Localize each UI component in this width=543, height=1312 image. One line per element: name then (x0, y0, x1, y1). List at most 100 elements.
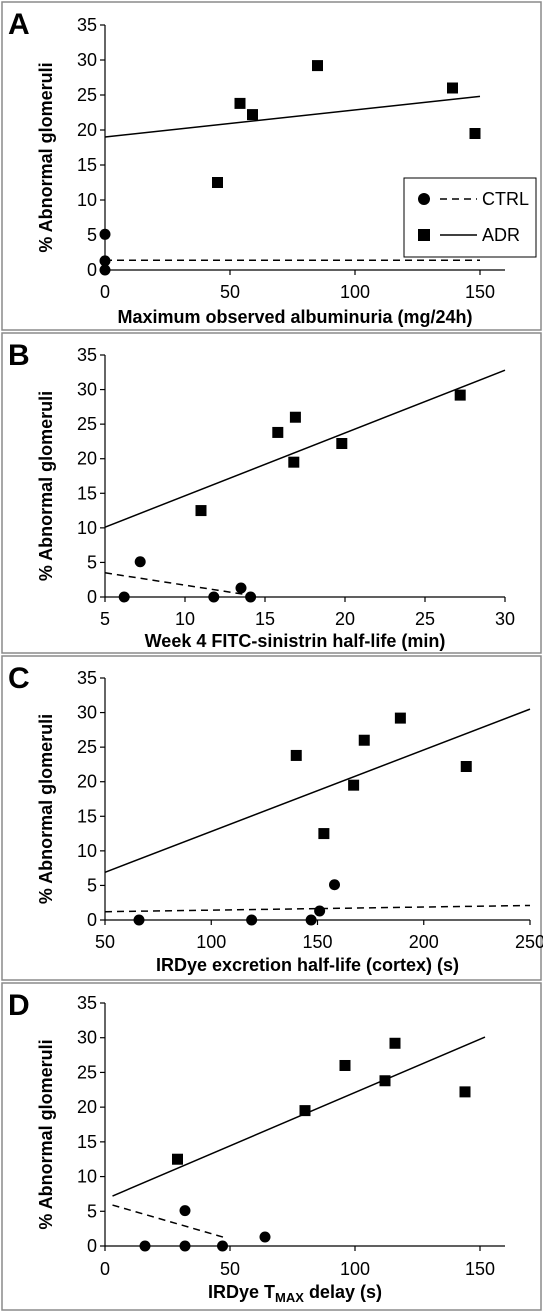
x-axis-title-main: IRDye T (208, 1282, 275, 1302)
y-axis-title: % Abnormal glomeruli (36, 1039, 56, 1229)
data-point-adr (469, 128, 481, 139)
panel-a: 0 5 10 15 20 25 30 35 0 50 100 150 A % Abnormal glome… (1, 1, 542, 331)
y-tick-label: 25 (77, 85, 97, 105)
legend: CTRL ADR (403, 177, 537, 258)
panel-border (1, 655, 542, 981)
series-adr (112, 1036, 486, 1197)
x-tick-label: 150 (302, 932, 332, 952)
data-point-adr (459, 1086, 471, 1098)
data-point-adr (394, 712, 406, 724)
x-axis-title-main: IRDye excretion half-life (cortex) (s) (156, 955, 459, 975)
y-tick-label: 20 (77, 772, 97, 792)
x-axis-title: Week 4 FITC-sinistrin half-life (min) (145, 631, 446, 651)
series-ctrl (112, 1204, 271, 1252)
trendline-adr (104, 708, 531, 873)
y-tick-label: 15 (77, 483, 97, 503)
data-point-ctrl (314, 905, 326, 917)
series-adr (104, 369, 506, 528)
data-point-ctrl (133, 914, 145, 926)
data-point-ctrl (134, 556, 146, 568)
data-point-ctrl (139, 1240, 151, 1252)
x-tick-label: 150 (465, 1259, 495, 1279)
x-tick-label: 50 (95, 932, 115, 952)
legend-label-adr: ADR (482, 225, 520, 245)
x-tick-label: 10 (175, 609, 195, 629)
y-tick-label: 25 (77, 1062, 97, 1082)
panel-label: A (8, 8, 30, 41)
trendline-ctrl (104, 572, 258, 598)
y-tick-label: 0 (87, 260, 97, 280)
y-axis-title: % Abnormal glomeruli (36, 62, 56, 252)
y-tick-label: 10 (77, 518, 97, 538)
data-point-ctrl (208, 591, 220, 603)
x-axis-title-suffix: delay (s) (304, 1282, 382, 1302)
legend-box (403, 177, 537, 258)
data-point-ctrl (179, 1205, 191, 1217)
y-tick-label: 10 (77, 1167, 97, 1187)
panel-d: 0 5 10 15 20 25 30 35 0 50 100 150 D % Abnormal glome… (1, 982, 542, 1311)
series-adr (104, 708, 531, 873)
data-point-ctrl (259, 1231, 271, 1243)
x-tick-label: 15 (255, 609, 275, 629)
y-tick-label: 25 (77, 414, 97, 434)
y-tick-label: 10 (77, 841, 97, 861)
data-point-ctrl (99, 264, 111, 276)
x-tick-label: 5 (100, 609, 110, 629)
data-point-ctrl (217, 1240, 228, 1252)
data-point-adr (460, 761, 472, 773)
trendline-adr (104, 95, 481, 138)
panel-c: 0 5 10 15 20 25 30 35 50 100 150 200 250 C % Abnormal … (1, 655, 543, 981)
data-point-adr (247, 109, 258, 121)
x-tick-label: 250 (515, 932, 543, 952)
y-tick-label: 35 (77, 993, 97, 1013)
trendline-ctrl (104, 904, 531, 913)
trendline-ctrl (112, 1204, 228, 1240)
series-ctrl (104, 879, 531, 926)
y-tick-label: 30 (77, 380, 97, 400)
x-tick-label: 100 (196, 932, 226, 952)
y-tick-label: 5 (87, 875, 97, 895)
data-point-adr (312, 60, 323, 72)
panel-label: C (8, 662, 30, 695)
x-axis-title: IRDye TMAX delay (s) (208, 1282, 382, 1305)
data-point-ctrl (246, 914, 258, 926)
y-tick-label: 0 (87, 910, 97, 930)
y-tick-label: 35 (77, 15, 97, 35)
series-ctrl (99, 228, 480, 276)
y-tick-label: 25 (77, 737, 97, 757)
y-axis-title: % Abnormal glomeruli (36, 391, 56, 581)
panel-label: B (8, 339, 30, 372)
y-tick-label: 20 (77, 120, 97, 140)
series-adr (104, 60, 481, 188)
data-point-adr (212, 177, 223, 188)
x-tick-label: 0 (100, 1259, 110, 1279)
legend-marker-ctrl (418, 193, 430, 205)
data-point-adr (389, 1037, 401, 1049)
legend-marker-adr (418, 229, 430, 241)
x-tick-label: 100 (340, 1259, 370, 1279)
x-tick-label: 50 (220, 282, 240, 302)
data-point-adr (234, 97, 246, 109)
panel-border (1, 982, 542, 1311)
x-tick-label: 20 (335, 609, 355, 629)
x-tick-label: 30 (495, 609, 515, 629)
data-point-ctrl (245, 591, 257, 603)
data-point-adr (288, 456, 300, 468)
x-tick-label: 0 (100, 282, 110, 302)
y-tick-label: 0 (87, 1236, 97, 1256)
data-point-ctrl (118, 591, 130, 603)
x-axis-title-subscript: MAX (275, 1290, 304, 1305)
y-tick-label: 0 (87, 587, 97, 607)
y-tick-label: 10 (77, 190, 97, 210)
y-tick-label: 35 (77, 345, 97, 365)
y-tick-label: 30 (77, 1028, 97, 1048)
y-tick-label: 20 (77, 1097, 97, 1117)
data-point-adr (339, 1059, 351, 1071)
y-tick-label: 15 (77, 806, 97, 826)
data-point-adr (172, 1153, 183, 1165)
y-tick-label: 5 (87, 1201, 97, 1221)
x-axis-title: Maximum observed albuminuria (mg/24h) (117, 307, 472, 327)
legend-label-ctrl: CTRL (482, 189, 529, 209)
panel-border (1, 1, 542, 331)
